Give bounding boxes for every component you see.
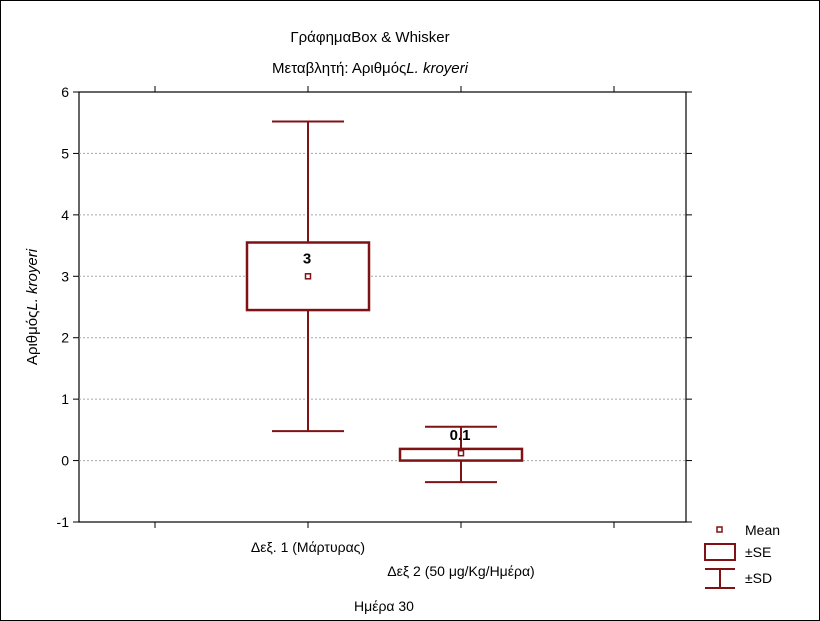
y-axis: 6 5 4 3 2 1 0 -1 bbox=[57, 84, 692, 530]
chart-title: ΓράφημαBox & Whisker bbox=[290, 29, 449, 46]
legend-item: Mean bbox=[716, 522, 780, 538]
legend: Mean ±SE ±SD bbox=[704, 522, 780, 589]
mean-label: 0.1 bbox=[450, 427, 471, 444]
legend-item: ±SD bbox=[705, 568, 772, 589]
box-group: 3 bbox=[245, 120, 371, 433]
y-tick-label: 1 bbox=[61, 391, 69, 407]
y-axis-label: ΑριθμόςL. kroyeri bbox=[24, 248, 41, 365]
box-series: 30.1 bbox=[245, 120, 524, 484]
y-tick-label: 3 bbox=[61, 268, 69, 284]
y-tick-label: 6 bbox=[61, 84, 69, 100]
x-axis: Δεξ. 1 (Μάρτυρας) Δεξ 2 (50 μg/Kg/Ημέρα) bbox=[154, 86, 615, 579]
mean-label: 3 bbox=[303, 250, 311, 267]
plot-area bbox=[78, 91, 687, 523]
grid-lines bbox=[79, 152, 686, 462]
y-tick-label: 4 bbox=[61, 207, 69, 223]
y-tick-label: -1 bbox=[57, 514, 70, 530]
legend-label: Mean bbox=[745, 522, 780, 538]
legend-mean-icon bbox=[716, 526, 723, 533]
legend-label: ±SD bbox=[745, 570, 772, 586]
y-tick-label: 2 bbox=[61, 330, 69, 346]
mean-marker bbox=[304, 273, 312, 280]
y-tick-label: 5 bbox=[61, 145, 69, 161]
legend-label: ±SE bbox=[745, 544, 771, 560]
mean-marker bbox=[457, 449, 465, 457]
y-tick-label: 0 bbox=[61, 453, 69, 469]
category-label: Δεξ. 1 (Μάρτυρας) bbox=[251, 539, 365, 555]
x-axis-label: Ημέρα 30 bbox=[354, 598, 414, 614]
category-label: Δεξ 2 (50 μg/Kg/Ημέρα) bbox=[387, 563, 534, 579]
chart-subtitle: Μεταβλητή: ΑριθμόςL. kroyeri bbox=[272, 60, 469, 77]
legend-se-icon bbox=[704, 543, 736, 561]
box-group: 0.1 bbox=[398, 425, 524, 484]
legend-item: ±SE bbox=[704, 543, 771, 561]
